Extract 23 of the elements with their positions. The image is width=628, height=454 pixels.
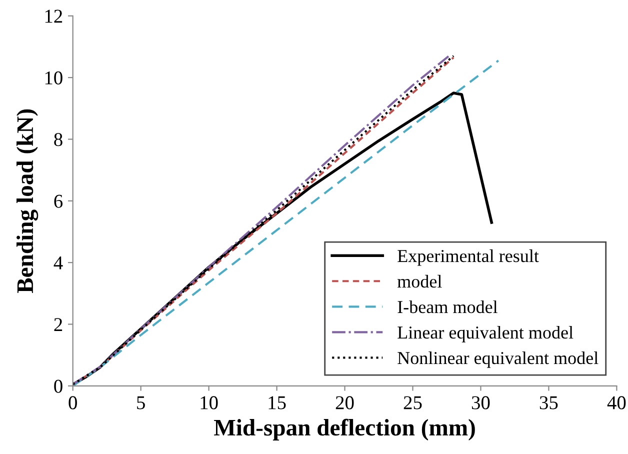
x-tick-label: 5 [137,396,145,410]
legend-label: I-beam model [398,300,498,314]
y-tick-label: 8 [54,133,62,146]
x-tick-label: 35 [540,396,558,410]
x-tick-label: 25 [404,396,422,410]
x-tick-label: 0 [68,396,77,410]
x-axis-title: Mid-span deflection (mm) [214,418,475,440]
x-tick-label: 20 [336,396,354,410]
x-tick-label: 10 [200,396,218,410]
legend-label: Experimental result [398,249,539,266]
y-tick-label: 4 [54,256,63,270]
y-tick-label: 10 [45,71,62,84]
y-axis-title: Bending load (kN) [16,109,38,293]
x-tick-label: 40 [607,396,626,410]
y-tick-label: 0 [54,380,62,393]
legend-label: model [397,274,442,288]
legend-label: Nonlinear equivalent model [398,351,598,368]
x-tick-label: 30 [472,396,490,410]
legend-label: Linear equivalent model [398,326,574,342]
y-tick-label: 6 [54,194,63,208]
x-tick-label: 15 [268,396,286,410]
y-tick-label: 2 [54,318,62,331]
y-tick-label: 12 [45,10,62,23]
